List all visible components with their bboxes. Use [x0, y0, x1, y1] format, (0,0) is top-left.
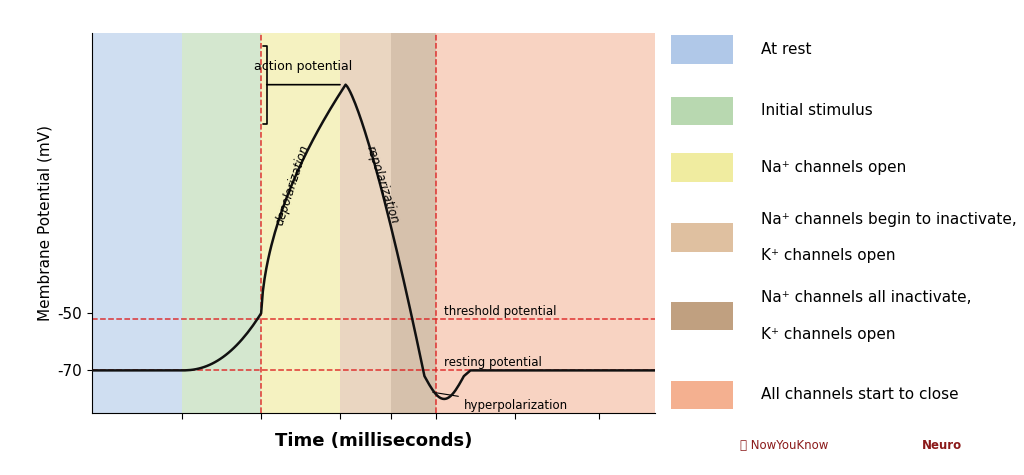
Text: depolarization: depolarization — [273, 142, 311, 227]
Text: K⁺ channels open: K⁺ channels open — [761, 248, 896, 263]
FancyBboxPatch shape — [671, 153, 733, 182]
Bar — [391, 33, 436, 413]
Text: resting potential: resting potential — [444, 356, 542, 369]
Bar — [436, 33, 655, 413]
FancyBboxPatch shape — [671, 302, 733, 331]
FancyBboxPatch shape — [671, 96, 733, 125]
Bar — [182, 33, 261, 413]
Text: Initial stimulus: Initial stimulus — [761, 103, 873, 118]
Text: Na⁺ channels all inactivate,: Na⁺ channels all inactivate, — [761, 290, 972, 305]
Text: Neuro: Neuro — [922, 438, 962, 452]
Text: hyperpolarization: hyperpolarization — [433, 392, 568, 412]
Text: At rest: At rest — [761, 42, 812, 57]
Bar — [340, 33, 391, 413]
Text: Na⁺ channels begin to inactivate,: Na⁺ channels begin to inactivate, — [761, 212, 1017, 227]
Text: All channels start to close: All channels start to close — [761, 387, 958, 402]
FancyBboxPatch shape — [671, 223, 733, 252]
Text: action potential: action potential — [254, 60, 352, 73]
Text: threshold potential: threshold potential — [444, 304, 557, 317]
Text: K⁺ channels open: K⁺ channels open — [761, 327, 896, 342]
Bar — [92, 33, 182, 413]
Text: Na⁺ channels open: Na⁺ channels open — [761, 160, 906, 175]
Text: repolarization: repolarization — [364, 144, 401, 226]
X-axis label: Time (milliseconds): Time (milliseconds) — [275, 432, 472, 450]
FancyBboxPatch shape — [671, 380, 733, 409]
Y-axis label: Membrane Potential (mV): Membrane Potential (mV) — [37, 125, 52, 321]
Text: 🧠 NowYouKnow: 🧠 NowYouKnow — [740, 438, 833, 452]
Bar — [261, 33, 340, 413]
FancyBboxPatch shape — [671, 35, 733, 64]
